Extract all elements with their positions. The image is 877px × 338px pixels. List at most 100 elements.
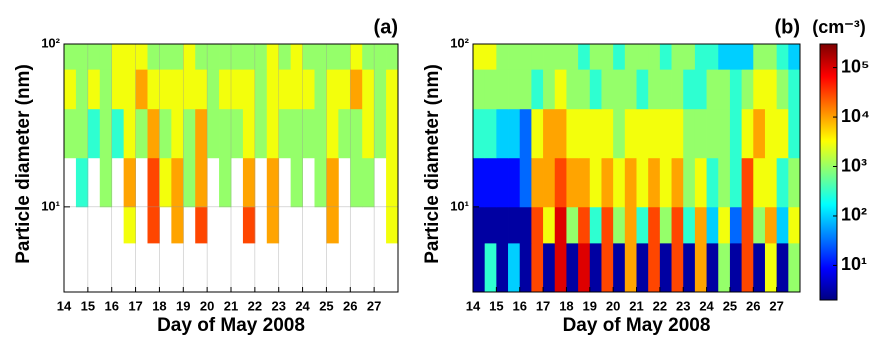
x-tick-label: 15 — [81, 298, 95, 313]
colorbar-swatch — [820, 276, 837, 279]
heat-cell — [683, 44, 696, 70]
heat-cell — [473, 206, 486, 244]
colorbar-swatch — [820, 82, 837, 85]
heat-cell — [729, 44, 743, 70]
colorbar-swatch — [820, 114, 837, 117]
colorbar-swatch — [820, 204, 837, 207]
colorbar-swatch — [820, 68, 837, 71]
colorbar-swatch — [820, 184, 837, 187]
colorbar-swatch — [820, 52, 837, 55]
x-tick-label: 20 — [606, 298, 620, 313]
colorbar-swatch — [820, 48, 837, 51]
heat-cell — [636, 242, 649, 293]
heat-cell — [231, 44, 244, 70]
x-tick-label: 22 — [653, 298, 667, 313]
colorbar-swatch — [820, 226, 837, 229]
x-tick-label: 17 — [128, 298, 142, 313]
colorbar-swatch — [820, 270, 837, 273]
heat-cell — [718, 206, 731, 244]
heat-cell — [147, 206, 160, 244]
heat-cell — [694, 242, 707, 293]
heat-cell — [195, 69, 208, 110]
colorbar-swatch — [820, 86, 837, 89]
heat-cell — [589, 242, 602, 293]
heat-cell — [589, 157, 602, 208]
heat-cell — [718, 108, 731, 159]
heat-cell — [123, 206, 136, 244]
colorbar-swatch — [820, 288, 837, 291]
heat-cell — [231, 69, 244, 110]
heat-cell — [147, 157, 160, 208]
heat-cell — [589, 108, 602, 159]
colorbar-swatch — [820, 168, 837, 171]
colorbar-swatch — [820, 56, 837, 59]
heat-cell — [519, 44, 532, 70]
heat-cell — [531, 44, 544, 70]
heat-cell — [636, 108, 649, 159]
heat-cell — [648, 44, 661, 70]
colorbar-swatch — [820, 74, 837, 77]
x-axis-label: Day of May 2008 — [157, 315, 305, 336]
colorbar-swatch — [820, 108, 837, 111]
heat-cell — [753, 157, 766, 208]
heat-cell — [171, 108, 184, 159]
heat-cell — [326, 157, 339, 208]
heat-cell — [519, 242, 532, 293]
heat-cell — [183, 44, 196, 70]
colorbar-swatch — [820, 88, 837, 91]
colorbar-swatch — [820, 176, 837, 179]
heat-cell — [147, 108, 160, 159]
heat-cell — [776, 157, 789, 208]
colorbar-swatch — [820, 166, 837, 169]
colorbar-tick-label: 10¹ — [841, 254, 867, 274]
colorbar-swatch — [820, 44, 837, 47]
colorbar-swatch — [820, 180, 837, 183]
heat-cell — [496, 157, 509, 208]
colorbar-swatch — [820, 58, 837, 61]
heat-cell — [135, 44, 148, 70]
colorbar-swatch — [820, 266, 837, 269]
colorbar-swatch — [820, 152, 837, 155]
heat-cell — [171, 206, 184, 244]
heat-cell — [589, 206, 602, 244]
colorbar-swatch — [820, 136, 837, 139]
heat-cell — [508, 206, 521, 244]
colorbar-swatch — [820, 90, 837, 93]
heat-cell — [302, 44, 315, 70]
heat-cell — [718, 242, 731, 293]
x-tick-label: 15 — [489, 298, 503, 313]
colorbar-swatch — [820, 158, 837, 161]
heat-cell — [350, 69, 363, 110]
heat-cell — [683, 157, 696, 208]
heat-cell — [278, 108, 292, 159]
heat-cell — [314, 157, 327, 208]
colorbar-swatch — [820, 142, 837, 145]
heat-cell — [601, 44, 614, 70]
heat-cell — [613, 157, 626, 208]
colorbar-swatch — [820, 60, 837, 63]
heat-cell — [554, 242, 567, 293]
heat-cell — [195, 108, 208, 159]
heat-cell — [788, 242, 801, 293]
heat-cell — [159, 157, 172, 208]
colorbar-swatch — [820, 260, 837, 263]
colorbar-swatch — [820, 294, 837, 297]
colorbar-swatch — [820, 196, 837, 199]
heat-cell — [543, 206, 556, 244]
heat-cell — [764, 157, 778, 208]
colorbar-swatch — [820, 214, 837, 217]
heat-cell — [266, 206, 280, 244]
colorbar-swatch — [820, 278, 837, 281]
colorbar-swatch — [820, 274, 837, 277]
heat-cell — [386, 206, 399, 244]
heat-cell — [135, 108, 148, 159]
heat-cell — [75, 108, 89, 159]
heat-cell — [362, 69, 375, 110]
heat-cell — [302, 108, 315, 159]
heat-cell — [99, 44, 113, 70]
heat-cell — [706, 108, 719, 159]
heat-cell — [776, 206, 789, 244]
heat-cell — [99, 108, 113, 159]
heat-cell — [219, 69, 232, 110]
heat-cell — [694, 206, 707, 244]
